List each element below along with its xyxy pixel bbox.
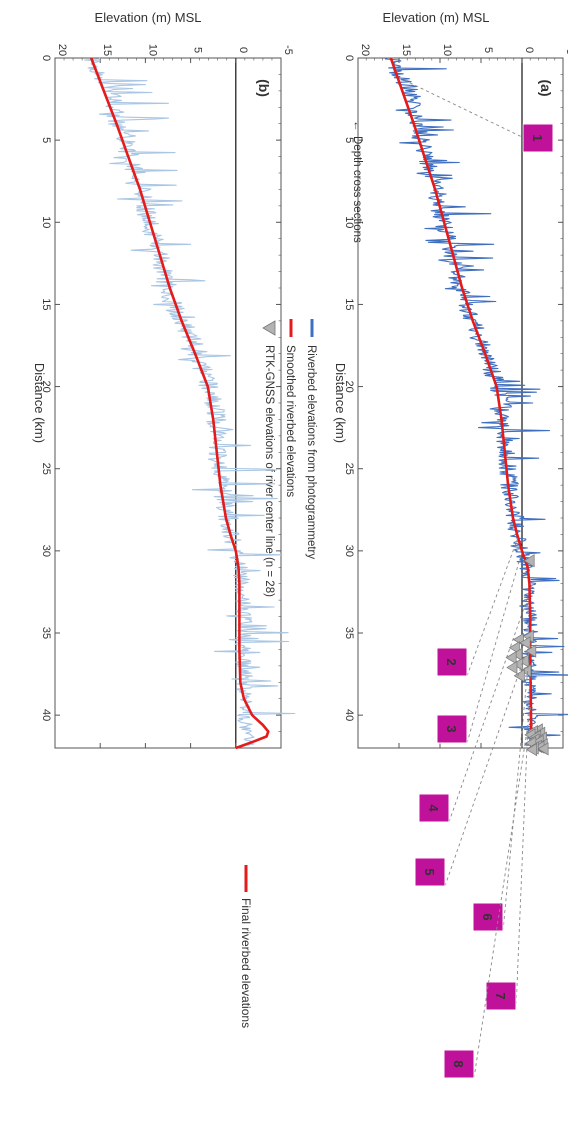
x-tick-label: 10 bbox=[343, 216, 355, 228]
x-tick-label: 40 bbox=[40, 709, 52, 721]
x-tick-label: 0 bbox=[40, 55, 52, 61]
cross-section-number: 8 bbox=[451, 1060, 466, 1067]
cross-section-leader bbox=[444, 645, 529, 887]
y-tick-label: -5 bbox=[282, 45, 294, 55]
panel-label: (b) bbox=[256, 79, 272, 97]
x-tick-label: 25 bbox=[40, 463, 52, 475]
legend-label: Final riverbed elevations bbox=[239, 898, 253, 1028]
x-tick-label: 5 bbox=[40, 137, 52, 143]
cross-section-leader bbox=[448, 596, 529, 823]
rtk-gnss-point bbox=[513, 669, 525, 683]
legend-swatch-triangle bbox=[262, 320, 276, 336]
cross-section-number: 3 bbox=[444, 725, 459, 732]
panel-b: -5 0 5 10 15 20 0 5 10 15 20 25 30 35 40 Elevation (m) … bbox=[32, 10, 296, 1028]
y-tick-label: 20 bbox=[56, 44, 68, 56]
final-elevation-line bbox=[89, 57, 270, 750]
y-tick-label: 15 bbox=[400, 44, 412, 56]
rtk-gnss-point bbox=[505, 651, 517, 665]
cross-section-badge bbox=[414, 857, 446, 887]
cross-section-leader bbox=[515, 675, 531, 1011]
x-tick-label: 25 bbox=[343, 463, 355, 475]
legend-label: Riverbed elevations from photogrammetry bbox=[305, 345, 317, 559]
cross-section-badge bbox=[522, 123, 554, 153]
y-tick-label: -5 bbox=[564, 45, 568, 55]
photogrammetry-line bbox=[84, 57, 296, 748]
rtk-gnss-point bbox=[525, 644, 537, 658]
x-tick-label: 0 bbox=[343, 55, 355, 61]
cross-section-number: 4 bbox=[426, 804, 441, 812]
x-axis-title: Distance (km) bbox=[333, 363, 348, 443]
x-tick-label: 15 bbox=[40, 298, 52, 310]
y-tick-label: 15 bbox=[101, 44, 113, 56]
rtk-gnss-point bbox=[508, 641, 520, 655]
x-tick-label: 20 bbox=[40, 380, 52, 392]
cross-section-leader bbox=[402, 78, 554, 153]
x-tick-label: 20 bbox=[343, 380, 355, 392]
cross-section-badge bbox=[418, 793, 450, 823]
y-tick-label: 5 bbox=[192, 47, 204, 53]
y-axis-title: Elevation (m) MSL bbox=[383, 10, 490, 25]
cross-section-badge bbox=[472, 902, 504, 932]
rtk-gnss-point bbox=[512, 657, 524, 671]
y-tick-label: 0 bbox=[237, 47, 249, 53]
x-tick-label: 40 bbox=[343, 709, 355, 721]
y-tick-label: 10 bbox=[441, 44, 453, 56]
x-tick-label: 15 bbox=[343, 298, 355, 310]
cross-section-badge bbox=[485, 981, 517, 1011]
rtk-gnss-point bbox=[537, 742, 549, 756]
y-tick-label: 5 bbox=[482, 47, 494, 53]
cross-section-badge bbox=[436, 714, 468, 744]
x-tick-label: 30 bbox=[40, 545, 52, 557]
rtk-gnss-point bbox=[519, 636, 531, 650]
cross-section-number: 6 bbox=[480, 913, 495, 920]
cross-section-leader bbox=[466, 537, 519, 677]
cross-section-leader bbox=[473, 706, 532, 1079]
panel-label: (a) bbox=[538, 79, 554, 96]
legend-label: RTK-GNSS elevations of river center line… bbox=[263, 345, 275, 597]
cross-section-number: 2 bbox=[444, 658, 459, 665]
cross-section-number: 1 bbox=[530, 134, 545, 141]
x-axis-title: Distance (km) bbox=[32, 363, 47, 443]
y-tick-label: 20 bbox=[359, 44, 371, 56]
cross-section-badge bbox=[436, 647, 468, 677]
cross-section-number: 5 bbox=[422, 868, 437, 875]
x-tick-label: 30 bbox=[343, 545, 355, 557]
legend-label: Smoothed riverbed elevations bbox=[284, 345, 296, 497]
depth-annotation-label: Depth cross sections bbox=[351, 136, 363, 243]
y-tick-label: 0 bbox=[523, 47, 535, 53]
x-tick-label: 35 bbox=[343, 627, 355, 639]
y-axis-title: Elevation (m) MSL bbox=[95, 10, 202, 25]
cross-section-badge bbox=[443, 1049, 475, 1079]
rtk-gnss-point bbox=[506, 660, 518, 675]
rtk-gnss-point bbox=[520, 664, 532, 678]
plot-area-b: -5 0 5 10 15 20 0 5 10 15 20 25 30 35 40 Elevation (m) … bbox=[32, 10, 296, 1028]
smoothed-elevation-line bbox=[389, 57, 533, 749]
rtk-gnss-point bbox=[511, 647, 523, 661]
rtk-gnss-point bbox=[525, 743, 538, 757]
y-tick-label: 10 bbox=[146, 44, 158, 56]
x-tick-label: 10 bbox=[40, 216, 52, 228]
cross-section-number: 7 bbox=[493, 992, 508, 999]
rtk-gnss-point bbox=[523, 554, 535, 568]
x-tick-label: 35 bbox=[40, 627, 52, 639]
x-tick-label: 5 bbox=[343, 137, 355, 143]
depth-annotation-label: ← bbox=[351, 120, 363, 132]
